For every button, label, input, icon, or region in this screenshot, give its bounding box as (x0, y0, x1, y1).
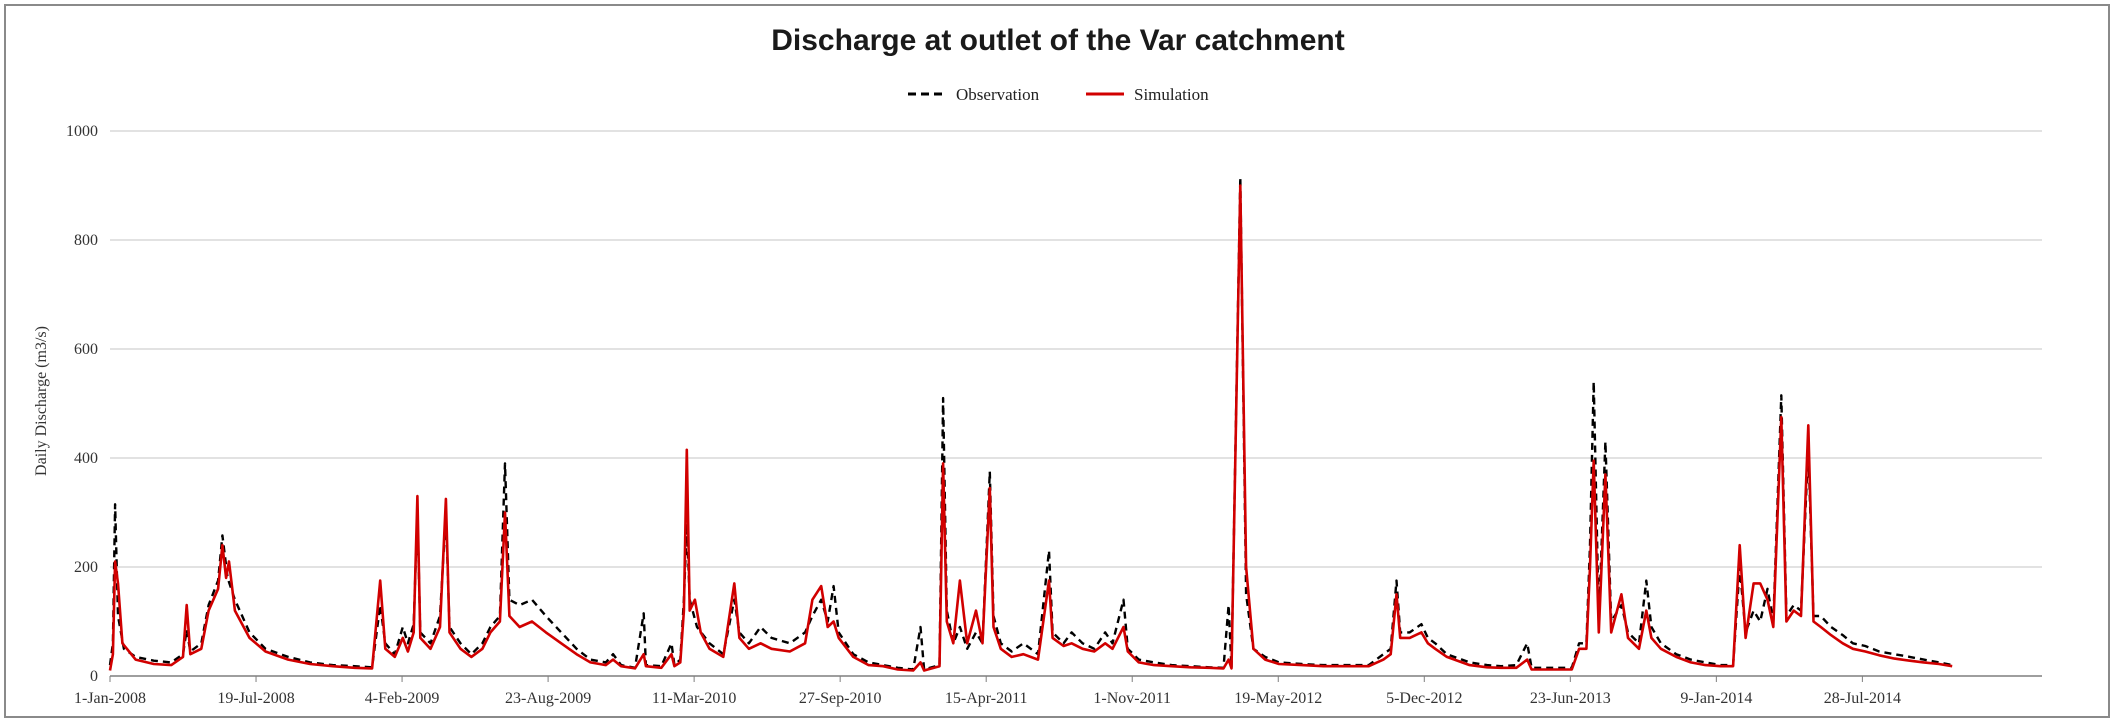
x-tick-label: 19-Jul-2008 (217, 690, 294, 707)
y-tick-label: 400 (74, 450, 98, 467)
grid (110, 130, 2042, 568)
legend-observation-label: Observation (956, 85, 1040, 104)
x-tick-label: 1-Jan-2008 (74, 690, 146, 707)
discharge-chart: Discharge at outlet of the Var catchment… (33, 24, 2042, 707)
plot-series (108, 176, 1953, 672)
y-tick-label: 0 (90, 668, 98, 685)
x-tick-label: 9-Jan-2014 (1680, 690, 1752, 707)
series-line-simulation (108, 184, 1953, 672)
y-tick-label: 600 (74, 341, 98, 358)
x-tick-label: 27-Sep-2010 (799, 690, 882, 707)
legend-simulation-label: Simulation (1134, 85, 1209, 104)
y-tick-label: 1000 (66, 123, 98, 140)
y-axis-label: Daily Discharge (m3/s) (33, 326, 50, 476)
x-tick-label: 23-Aug-2009 (505, 690, 591, 707)
x-ticks: 1-Jan-2008 19-Jul-2008 4-Feb-2009 23-Aug-20… (74, 676, 1901, 707)
x-tick-label: 1-Nov-2011 (1093, 690, 1171, 707)
x-tick-label: 15-Apr-2011 (945, 690, 1028, 707)
legend: Observation Simulation (908, 85, 1209, 104)
y-tick-label: 800 (74, 232, 98, 249)
x-tick-label: 4-Feb-2009 (365, 690, 440, 707)
chart-title: Discharge at outlet of the Var catchment (771, 24, 1344, 57)
x-tick-label: 11-Mar-2010 (652, 690, 736, 707)
y-ticks: 0 200 400 600 800 1000 (66, 123, 98, 685)
x-tick-label: 5-Dec-2012 (1386, 690, 1462, 707)
x-tick-label: 19-May-2012 (1234, 690, 1322, 707)
x-tick-label: 23-Jun-2013 (1530, 690, 1611, 707)
x-tick-label: 28-Jul-2014 (1824, 690, 1901, 707)
y-tick-label: 200 (74, 559, 98, 576)
chart-frame: Discharge at outlet of the Var catchment… (4, 4, 2110, 718)
series-line-observation (108, 176, 1953, 671)
